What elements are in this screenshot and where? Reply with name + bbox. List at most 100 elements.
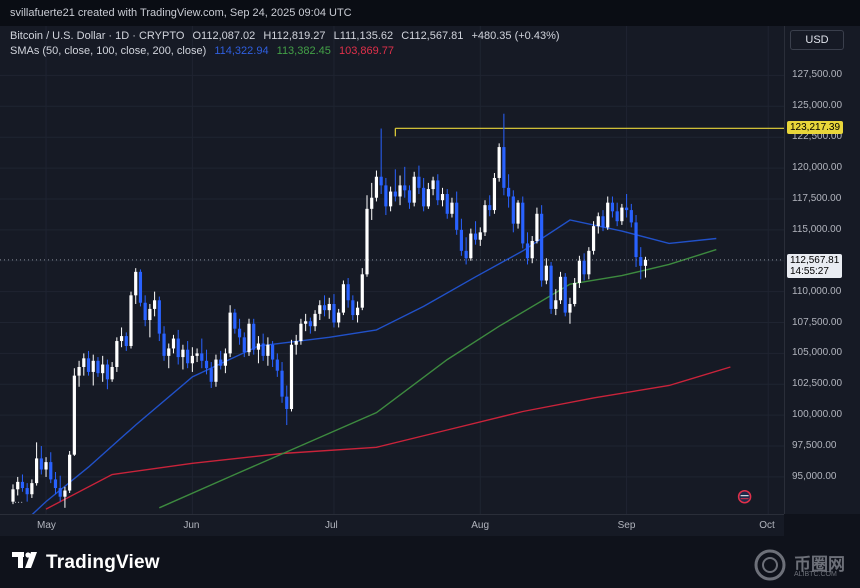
- tradingview-mark-icon: [12, 552, 40, 574]
- month-tick-label: Jul: [324, 520, 338, 531]
- candle-body: [473, 233, 478, 240]
- price-tick-label: 125,000.00: [792, 100, 843, 112]
- candle-body: [204, 360, 209, 369]
- candle-body: [530, 240, 534, 259]
- candle-body: [39, 458, 43, 470]
- price-tick-label: 95,000.00: [792, 470, 837, 482]
- candle-body: [360, 274, 364, 308]
- more-indicators-button[interactable]: ...: [14, 494, 24, 506]
- candle-body: [398, 185, 402, 197]
- candle-body: [563, 276, 567, 313]
- candle-body: [35, 458, 39, 484]
- watermark-text: 币圈网: [794, 555, 845, 574]
- chart-area[interactable]: [0, 26, 784, 514]
- candle-body: [25, 488, 29, 495]
- candle-body: [610, 202, 615, 212]
- candle-body: [318, 305, 322, 314]
- candle-body: [299, 323, 303, 342]
- candlestick-plot[interactable]: [0, 26, 784, 514]
- candle-body: [53, 479, 58, 489]
- tradingview-logo[interactable]: TradingView: [12, 552, 160, 574]
- candle-body: [148, 308, 152, 321]
- candle-body: [445, 194, 449, 214]
- price-tick-label: 115,000.00: [792, 223, 842, 235]
- candle-body: [492, 177, 497, 211]
- sma50-value: 114,322.94: [214, 45, 269, 57]
- candle-body: [440, 194, 445, 201]
- candle-body: [105, 364, 109, 380]
- candle-body: [426, 189, 430, 207]
- candle-body: [591, 226, 596, 251]
- candle-body: [195, 353, 199, 356]
- candle-body: [228, 312, 232, 354]
- candle-body: [469, 233, 473, 259]
- candle-body: [86, 358, 91, 372]
- price-tick-label: 100,000.00: [792, 409, 843, 421]
- top-bar: svillafuerte21 created with TradingView.…: [0, 0, 860, 26]
- candle-body: [511, 196, 515, 224]
- last-price-value: 112,567.81: [790, 254, 840, 266]
- candle-body: [124, 336, 128, 346]
- candle-body: [634, 222, 638, 258]
- candle-body: [587, 250, 591, 275]
- candle-body: [247, 323, 251, 353]
- candle-body: [313, 313, 317, 327]
- candle-body: [280, 370, 284, 397]
- candle-body: [242, 337, 246, 353]
- candle-body: [101, 364, 105, 374]
- candle-body: [30, 483, 34, 495]
- price-tick-label: 107,500.00: [792, 316, 843, 328]
- sma50-line: [31, 219, 717, 514]
- resistance-price-tag: 123,217.39: [787, 121, 844, 135]
- candle-body: [488, 205, 492, 211]
- candle-body: [549, 265, 553, 309]
- candle-body: [20, 481, 25, 489]
- ohlc-low: L111,135.62: [333, 30, 394, 42]
- candle-body: [72, 375, 76, 455]
- ohlc-close: C112,567.81: [401, 30, 464, 42]
- sma-legend[interactable]: SMAs (50, close, 100, close, 200, close)…: [10, 45, 399, 57]
- candle-body: [138, 271, 143, 303]
- candle-body: [77, 366, 81, 376]
- month-tick-label: May: [37, 520, 56, 531]
- candle-body: [327, 303, 331, 311]
- candle-body: [332, 303, 336, 323]
- candle-body: [167, 348, 171, 356]
- candle-body: [63, 490, 67, 497]
- candle-body: [209, 368, 213, 382]
- candle-body: [554, 300, 558, 309]
- candle-body: [502, 147, 506, 188]
- time-axis[interactable]: [0, 514, 784, 537]
- candle-body: [521, 202, 525, 244]
- candle-body: [459, 229, 463, 251]
- candle-body: [176, 338, 180, 358]
- candle-body: [233, 312, 237, 329]
- ohlc-open: O112,087.02: [192, 30, 256, 42]
- currency-button[interactable]: USD: [790, 30, 844, 50]
- candle-body: [162, 333, 166, 356]
- candle-body: [483, 205, 487, 233]
- candle-body: [186, 349, 190, 364]
- candle-body: [412, 176, 416, 203]
- candle-body: [119, 336, 124, 342]
- candle-body: [615, 211, 619, 222]
- candle-body: [535, 213, 539, 241]
- candle-body: [544, 265, 548, 281]
- candle-body: [294, 341, 298, 345]
- candle-body: [573, 282, 577, 304]
- candle-body: [200, 353, 204, 361]
- candle-body: [582, 260, 586, 275]
- sma100-value: 113,382.45: [276, 45, 331, 57]
- candle-body: [365, 208, 369, 275]
- candle-body: [639, 257, 643, 266]
- candle-body: [129, 295, 133, 346]
- candle-body: [403, 185, 407, 191]
- candle-body: [507, 187, 511, 197]
- price-tick-label: 105,000.00: [792, 347, 843, 359]
- candle-body: [68, 454, 72, 491]
- candle-body: [355, 307, 360, 316]
- candle-body: [497, 147, 501, 178]
- candle-body: [275, 359, 279, 371]
- candle-body: [450, 202, 454, 214]
- candle-body: [289, 344, 294, 409]
